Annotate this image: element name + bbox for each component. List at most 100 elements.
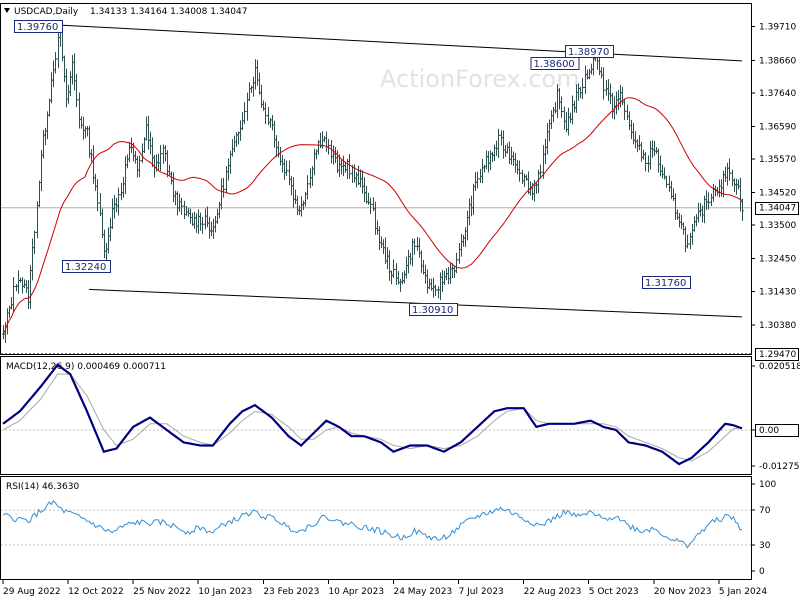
date-tick-label: 10 Jan 2023: [198, 587, 252, 597]
price-tick-label: 1.38660: [759, 56, 796, 66]
price-bar: [54, 52, 57, 74]
collapse-triangle-icon[interactable]: [4, 8, 10, 13]
date-tick-label: 12 Oct 2022: [68, 587, 124, 597]
price-annotation: 1.38970: [565, 45, 614, 58]
macd-line: [2, 363, 743, 466]
date-tick-label: 29 Aug 2022: [3, 587, 61, 597]
price-tick-label: 1.32450: [759, 255, 796, 265]
price-bar: [33, 230, 36, 254]
level-price-label: 1.29470: [759, 350, 796, 360]
price-bar: [243, 102, 246, 125]
date-tick-label: 10 Apr 2023: [328, 587, 384, 597]
rsi-tick-label: 0: [759, 567, 765, 577]
price-bar: [117, 187, 120, 216]
price-axis: 1.39710 1.38660 1.37640 1.36590 1.35570 1.345…: [751, 23, 799, 361]
price-bar: [476, 171, 479, 189]
price-bar: [741, 198, 744, 221]
macd-panel: MACD(12,26,9) 0.000469 0.000711 0.020518…: [0, 356, 800, 475]
price-annotation: 1.31760: [642, 276, 691, 289]
price-tick-label: 1.34520: [759, 189, 796, 199]
date-tick-label: 20 Nov 2023: [654, 587, 712, 597]
rsi-tick-label: 30: [759, 541, 771, 551]
symbol-label: USDCAD,Daily: [14, 7, 79, 17]
date-tick-label: 7 Jul 2023: [459, 587, 504, 597]
price-bar: [644, 151, 647, 172]
trendline: [59, 24, 743, 62]
price-bar: [392, 259, 395, 278]
rsi-line: [2, 499, 743, 549]
price-bars: [2, 20, 744, 344]
price-bar: [201, 217, 204, 234]
price-annotation: 1.30910: [409, 303, 458, 316]
price-bar: [369, 197, 372, 214]
annotation-text: 1.38600: [533, 59, 574, 70]
macd-tick-label: 0.020518: [759, 362, 800, 372]
price-bar: [348, 153, 351, 179]
last-price-box: [755, 202, 799, 215]
macd-tick-label: 0.00: [759, 426, 779, 436]
annotation-text: 1.39760: [17, 22, 58, 33]
price-bar: [222, 177, 225, 198]
price-symbol-header: USDCAD,Daily 1.34133 1.34164 1.34008 1.3…: [4, 7, 247, 17]
price-panel-frame: [0, 3, 752, 355]
date-tick-label: 25 Nov 2022: [133, 587, 191, 597]
rsi-panel: RSI(14) 46.3630 100 70 30 0: [0, 476, 776, 580]
price-bar: [455, 252, 458, 274]
time-axis: 29 Aug 2022 12 Oct 2022 25 Nov 2022 10 Jan …: [2, 580, 767, 597]
price-bar: [75, 73, 78, 108]
price-bar: [581, 77, 584, 100]
price-bar: [159, 145, 162, 171]
macd-axis: 0.020518 0.00 -0.012755: [751, 362, 800, 472]
price-panel: ActionForex.com USDCAD,Daily 1.34133 1.3…: [0, 3, 799, 361]
price-annotation: 1.32240: [62, 260, 111, 273]
price-bar: [264, 102, 267, 125]
price-tick-label: 1.31430: [759, 287, 796, 297]
ohlc-values: 1.34133 1.34164 1.34008 1.34047: [90, 7, 247, 17]
date-tick-label: 5 Oct 2023: [589, 587, 639, 597]
price-annotation: 1.38600: [530, 57, 580, 70]
macd-panel-frame: [0, 356, 752, 475]
annotation-text: 1.38970: [568, 47, 609, 58]
price-bar: [623, 99, 626, 121]
rsi-axis: 100 70 30 0: [751, 480, 776, 577]
price-bar: [602, 67, 605, 100]
rsi-title: RSI(14) 46.3630: [6, 482, 79, 492]
price-bar: [138, 155, 141, 178]
level-price-box: [755, 348, 799, 361]
price-bar: [686, 234, 689, 249]
last-price-label: 1.34047: [759, 204, 796, 214]
price-bar: [434, 284, 437, 297]
moving-average-line: [2, 97, 743, 335]
price-tick-label: 1.35570: [759, 155, 796, 165]
price-bar: [707, 192, 710, 210]
price-bar: [560, 96, 563, 118]
price-bar: [12, 276, 15, 312]
rsi-tick-label: 100: [759, 480, 776, 490]
price-tick-label: 1.33500: [759, 221, 796, 231]
price-annotation: 1.39760: [14, 20, 63, 33]
date-tick-label: 22 Aug 2023: [524, 587, 582, 597]
rsi-tick-label: 70: [759, 506, 771, 516]
price-bar: [413, 238, 416, 255]
price-tick-label: 1.39710: [759, 23, 796, 33]
price-tick-label: 1.37640: [759, 89, 796, 99]
price-bar: [539, 164, 542, 179]
macd-tick-label: -0.012755: [759, 462, 800, 472]
price-bar: [728, 158, 731, 181]
price-tick-label: 1.36590: [759, 122, 796, 132]
annotation-text: 1.32240: [65, 262, 106, 273]
date-tick-label: 23 Feb 2023: [263, 587, 319, 597]
price-bar: [518, 160, 521, 182]
price-bar: [96, 179, 99, 212]
price-bar: [665, 175, 668, 188]
price-bar: [285, 160, 288, 176]
price-bar: [306, 175, 309, 200]
rsi-panel-frame: [0, 476, 752, 580]
price-bar: [180, 197, 183, 215]
macd-title: MACD(12,26,9) 0.000469 0.000711: [6, 362, 166, 372]
rsi-level-lines: [1, 509, 751, 546]
date-tick-label: 24 May 2023: [393, 587, 452, 597]
